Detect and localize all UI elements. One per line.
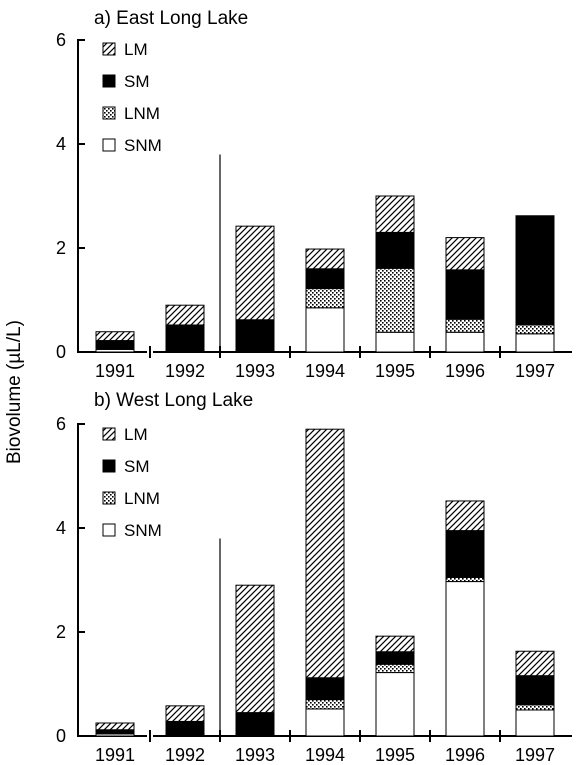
legend-swatch-lm [102,42,116,56]
y-tick-label: 2 [56,238,66,258]
bar-lm-1995 [375,195,415,233]
bar-lnm-1997 [515,704,555,711]
y-tick-label: 4 [56,134,66,154]
legend-swatch-snm [102,138,116,152]
legend-label-lm: LM [124,40,148,59]
x-tick-label: 1996 [445,745,485,765]
bar-lm-1997 [515,650,555,677]
y-tick-label: 2 [56,622,66,642]
bar-lnm-1997 [515,324,555,335]
bar-lnm-1996 [445,576,485,583]
bar-snm-1996 [445,581,485,737]
y-tick-label: 4 [56,518,66,538]
bar-lm-1992 [165,304,205,326]
legend-label-sm: SM [124,457,150,476]
bar-sm-1997 [515,675,555,706]
x-tick-label: 1992 [165,361,205,381]
bar-lnm-1994 [305,699,345,710]
x-tick-label: 1997 [515,745,555,765]
legend-label-snm: SNM [124,521,162,540]
y-axis-label: Biovolume (µL/L) [4,320,25,464]
x-tick-label: 1994 [305,745,345,765]
legend-swatch-lnm [102,106,116,120]
bar-lm-1993 [235,225,275,321]
legend-label-lnm: LNM [124,104,160,123]
bar-lm-1996 [445,237,485,271]
bar-lm-1991 [95,331,135,342]
bar-lnm-1995 [375,267,415,333]
bar-sm-1991 [95,729,135,735]
x-tick-label: 1991 [95,361,135,381]
legend-swatch-lnm [102,491,116,505]
bar-sm-1992 [165,324,205,353]
legend-label-lnm: LNM [124,489,160,508]
legend-swatch-snm [102,523,116,537]
bar-lm-1996 [445,500,485,532]
x-tick-label: 1992 [165,745,205,765]
bar-snm-1995 [375,331,415,353]
bar-sm-1994 [305,268,345,290]
y-tick-label: 6 [56,30,66,50]
y-tick-label: 6 [56,414,66,434]
bar-lm-1991 [95,722,135,731]
bar-lm-1993 [235,584,275,714]
legend-label-snm: SNM [124,136,162,155]
x-tick-label: 1994 [305,361,345,381]
bar-lm-1995 [375,635,415,653]
bar-snm-1994 [305,307,345,353]
bar-sm-1995 [375,231,415,269]
bar-snm-1997 [515,333,555,353]
x-tick-label: 1991 [95,745,135,765]
bar-lm-1992 [165,705,205,722]
panel-b-title: b) West Long Lake [94,390,253,411]
legend-label-lm: LM [124,425,148,444]
bar-sm-1996 [445,269,485,320]
bar-lm-1994 [305,248,345,270]
bar-sm-1995 [375,651,415,665]
bar-snm-1996 [445,331,485,353]
legend-swatch-sm [102,74,116,88]
panel-a: a) East Long Lake 0 2 4 6 1991 1992 1993 1994 199… [56,8,572,381]
bar-lm-1994 [305,428,345,679]
legend-swatch-sm [102,459,116,473]
bar-lnm-1995 [375,663,415,674]
bar-sm-1996 [445,530,485,578]
bar-sm-1993 [235,712,275,737]
panel-a-title: a) East Long Lake [94,8,248,29]
y-tick-label: 0 [56,726,66,746]
legend-swatch-lm [102,427,116,441]
x-tick-label: 1995 [375,745,415,765]
x-tick-label: 1993 [235,745,275,765]
bar-lnm-1994 [305,288,345,309]
x-tick-label: 1993 [235,361,275,381]
bar-sm-1991 [95,340,135,350]
x-tick-label: 1996 [445,361,485,381]
x-tick-label: 1995 [375,361,415,381]
bar-lnm-1996 [445,318,485,333]
y-tick-label: 0 [56,342,66,362]
bar-sm-1994 [305,677,345,701]
bar-sm-1992 [165,720,205,737]
bar-snm-1994 [305,708,345,737]
x-tick-label: 1997 [515,361,555,381]
bar-sm-1997 [515,215,555,326]
panel-b: b) West Long Lake 0 2 4 6 1991 1992 1993 1994 199… [56,390,572,765]
legend-label-sm: SM [124,72,150,91]
bar-sm-1993 [235,319,275,353]
bar-snm-1997 [515,709,555,737]
bar-snm-1995 [375,672,415,737]
